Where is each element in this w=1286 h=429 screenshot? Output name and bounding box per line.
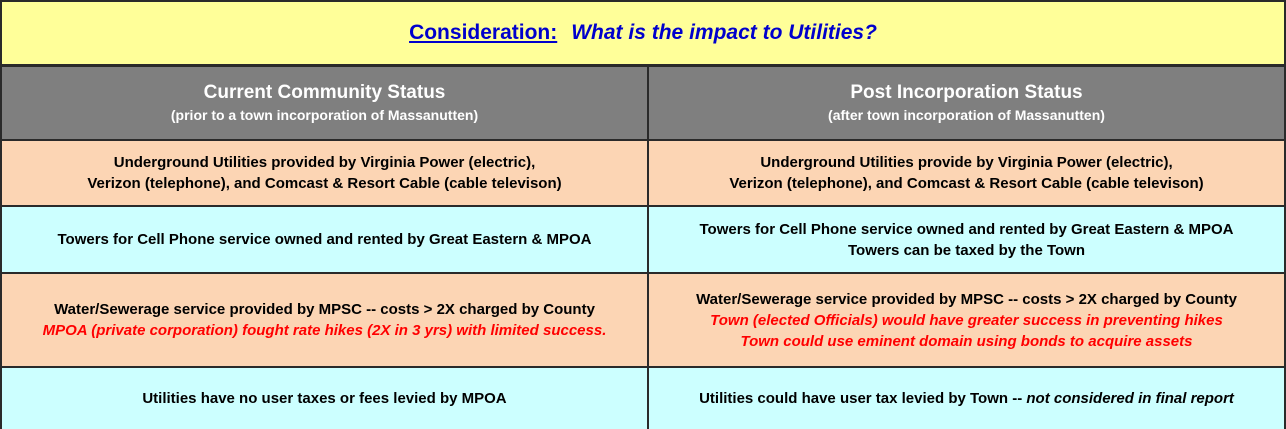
table-cell-line: Underground Utilities provided by Virgin…	[113, 154, 536, 171]
table-cell-line: Utilities have no user taxes or fees lev…	[142, 390, 507, 407]
consideration-label: Consideration:	[409, 21, 558, 44]
table-cell-line: Verizon (telephone), and Comcast & Resor…	[729, 175, 1204, 192]
table-cell-line: Water/Sewerage service provided by MPSC …	[54, 301, 595, 318]
table-cell-line: Underground Utilities provide by Virgini…	[760, 154, 1173, 171]
table-cell-italic: not considered in final report	[1026, 390, 1234, 407]
post-underground-utilities: Underground Utilities provide by Virgini…	[649, 141, 1284, 205]
table-cell-line: Towers for Cell Phone service owned and …	[699, 220, 1234, 238]
current-user-taxes: Utilities have no user taxes or fees lev…	[2, 368, 647, 429]
post-status-header: Post Incorporation Status (after town in…	[649, 67, 1284, 139]
table-cell-note: MPOA (private corporation) fought rate h…	[42, 322, 607, 339]
table-cell-line: Water/Sewerage service provided by MPSC …	[696, 290, 1237, 308]
current-cell-towers: Towers for Cell Phone service owned and …	[2, 207, 647, 272]
consideration-question: What is the impact to Utilities?	[571, 21, 877, 44]
current-underground-utilities: Underground Utilities provided by Virgin…	[2, 141, 647, 205]
table-cell-line: Verizon (telephone), and Comcast & Resor…	[87, 175, 562, 192]
post-cell-towers: Towers for Cell Phone service owned and …	[649, 207, 1284, 272]
post-status-title: Post Incorporation Status	[850, 82, 1083, 103]
table-cell-line: Towers for Cell Phone service owned and …	[57, 231, 592, 248]
table-cell-text: Utilities could have user tax levied by …	[699, 390, 1027, 407]
post-status-subtitle: (after town incorporation of Massanutten…	[828, 107, 1105, 123]
current-status-subtitle: (prior to a town incorporation of Massan…	[170, 107, 479, 123]
title-bar: Consideration: What is the impact to Uti…	[2, 2, 1284, 67]
post-user-taxes: Utilities could have user tax levied by …	[649, 368, 1284, 429]
table-cell-note: Town (elected Officials) would have grea…	[710, 311, 1223, 329]
post-water-sewerage: Water/Sewerage service provided by MPSC …	[649, 274, 1284, 366]
table-cell-note: Town could use eminent domain using bond…	[740, 332, 1193, 350]
current-status-title: Current Community Status	[203, 82, 446, 103]
current-water-sewerage: Water/Sewerage service provided by MPSC …	[2, 274, 647, 366]
table-cell-line: Utilities could have user tax levied by …	[699, 388, 1234, 409]
table-cell-line: Towers can be taxed by the Town	[848, 241, 1085, 259]
comparison-table: Current Community Status (prior to a tow…	[2, 67, 1284, 429]
current-status-header: Current Community Status (prior to a tow…	[2, 67, 647, 139]
